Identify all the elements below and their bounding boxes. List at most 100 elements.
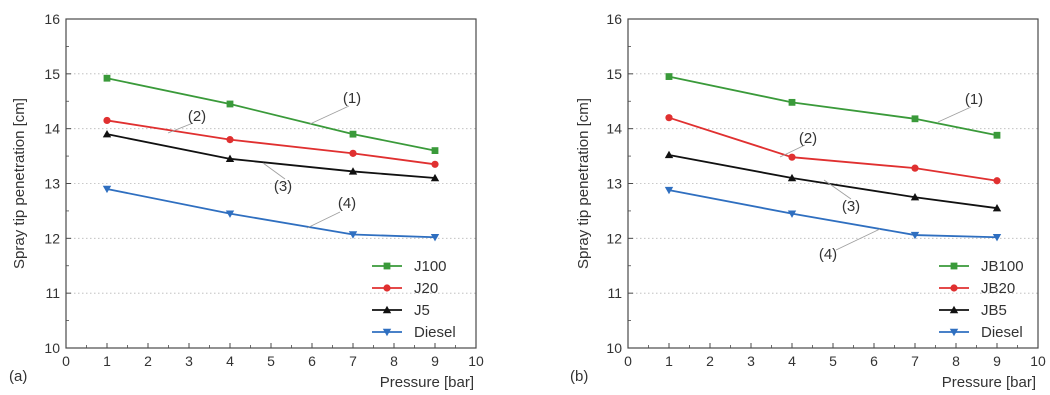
legend-marker bbox=[949, 305, 959, 314]
data-point-j5 bbox=[348, 167, 358, 175]
legend-marker bbox=[382, 328, 392, 337]
x-tick-label: 6 bbox=[870, 353, 878, 369]
callout-label: (3) bbox=[842, 198, 860, 215]
data-point-jb20 bbox=[788, 153, 796, 161]
legend-marker bbox=[383, 262, 391, 270]
data-point-jb20 bbox=[993, 177, 1001, 185]
legend-marker bbox=[949, 328, 959, 337]
y-axis-label: Spray tip penetration [cm] bbox=[11, 98, 28, 269]
x-axis-label: Pressure [bar] bbox=[942, 374, 1036, 391]
callout-leader-line bbox=[779, 144, 806, 158]
data-point-j100 bbox=[103, 74, 111, 82]
data-point-jb5 bbox=[787, 173, 797, 182]
x-tick-label: 5 bbox=[267, 353, 275, 369]
data-point-j100 bbox=[226, 100, 234, 108]
data-point-diesel bbox=[102, 185, 112, 194]
legend-label: J5 bbox=[414, 302, 430, 319]
x-tick-label: 7 bbox=[349, 353, 357, 369]
data-point-diesel bbox=[910, 231, 920, 240]
data-point-j5 bbox=[430, 173, 440, 182]
legend-label: JB100 bbox=[981, 258, 1024, 275]
y-tick-label: 16 bbox=[44, 11, 60, 27]
legend-label: J100 bbox=[414, 258, 447, 275]
data-point-jb5 bbox=[664, 150, 674, 159]
data-point-jb100 bbox=[788, 98, 796, 106]
x-tick-label: 10 bbox=[1030, 353, 1046, 369]
y-tick-label: 15 bbox=[44, 66, 60, 82]
x-tick-label: 0 bbox=[62, 353, 70, 369]
callout-label: (4) bbox=[338, 195, 356, 212]
series-line-jb20 bbox=[668, 116, 998, 182]
callout-leader-line bbox=[262, 162, 286, 180]
y-tick-label: 12 bbox=[606, 230, 622, 246]
x-tick-label: 5 bbox=[829, 353, 837, 369]
x-tick-label: 2 bbox=[706, 353, 714, 369]
y-tick-label: 16 bbox=[606, 11, 622, 27]
series-line-jb5 bbox=[668, 154, 998, 210]
x-tick-label: 6 bbox=[308, 353, 316, 369]
data-point-jb20 bbox=[911, 164, 919, 172]
x-tick-label: 8 bbox=[390, 353, 398, 369]
y-tick-label: 15 bbox=[606, 66, 622, 82]
data-point-j100 bbox=[431, 147, 439, 154]
x-tick-label: 9 bbox=[993, 353, 1001, 369]
x-tick-label: 7 bbox=[911, 353, 919, 369]
panel-label: (a) bbox=[9, 368, 27, 385]
legend-marker bbox=[382, 305, 392, 314]
series-line-diesel bbox=[668, 189, 998, 239]
y-tick-label: 14 bbox=[606, 121, 622, 137]
data-point-jb20 bbox=[665, 114, 673, 122]
data-point-diesel bbox=[787, 210, 797, 218]
callout-leader-line bbox=[823, 179, 852, 200]
data-point-diesel bbox=[225, 210, 235, 218]
data-point-j5 bbox=[102, 129, 112, 138]
x-tick-label: 4 bbox=[788, 353, 796, 369]
callout-label: (1) bbox=[965, 91, 983, 108]
y-tick-label: 12 bbox=[44, 230, 60, 246]
legend-marker bbox=[950, 262, 958, 270]
legend-label: Diesel bbox=[414, 324, 456, 341]
legend-marker bbox=[383, 284, 391, 292]
callout-label: (1) bbox=[343, 90, 361, 107]
data-point-jb5 bbox=[910, 193, 920, 201]
y-tick-label: 13 bbox=[44, 176, 60, 192]
x-tick-label: 8 bbox=[952, 353, 960, 369]
data-point-j5 bbox=[225, 154, 235, 163]
callout-leader-line bbox=[835, 228, 881, 251]
callout-label: (2) bbox=[799, 130, 817, 147]
legend-label: JB5 bbox=[981, 302, 1007, 319]
callout-leader-line bbox=[937, 106, 972, 123]
x-axis-label: Pressure [bar] bbox=[380, 374, 474, 391]
series-line-j5 bbox=[106, 133, 436, 179]
legend-label: JB20 bbox=[981, 280, 1015, 297]
callout-label: (4) bbox=[819, 246, 837, 263]
x-tick-label: 1 bbox=[665, 353, 673, 369]
series-line-j100 bbox=[106, 77, 436, 152]
y-tick-label: 11 bbox=[45, 285, 60, 301]
data-point-j20 bbox=[103, 116, 111, 125]
data-point-jb5 bbox=[992, 203, 1002, 212]
panel-label: (b) bbox=[570, 368, 588, 385]
y-axis-label: Spray tip penetration [cm] bbox=[575, 98, 592, 269]
data-point-jb100 bbox=[911, 115, 919, 123]
legend-label: J20 bbox=[414, 280, 438, 297]
x-tick-label: 1 bbox=[103, 353, 111, 369]
x-tick-label: 3 bbox=[747, 353, 755, 369]
data-point-diesel bbox=[430, 234, 440, 242]
x-tick-label: 3 bbox=[185, 353, 193, 369]
callout-leader-line bbox=[167, 122, 194, 134]
data-point-jb100 bbox=[993, 131, 1001, 139]
data-point-j20 bbox=[226, 136, 234, 144]
series-line-jb100 bbox=[668, 75, 998, 137]
y-tick-label: 10 bbox=[606, 340, 622, 356]
x-tick-label: 2 bbox=[144, 353, 152, 369]
data-point-jb100 bbox=[665, 73, 673, 80]
x-tick-label: 9 bbox=[431, 353, 439, 369]
data-point-diesel bbox=[992, 234, 1002, 242]
callout-leader-line bbox=[306, 211, 341, 229]
callout-label: (2) bbox=[188, 108, 206, 125]
y-tick-label: 10 bbox=[44, 340, 60, 356]
